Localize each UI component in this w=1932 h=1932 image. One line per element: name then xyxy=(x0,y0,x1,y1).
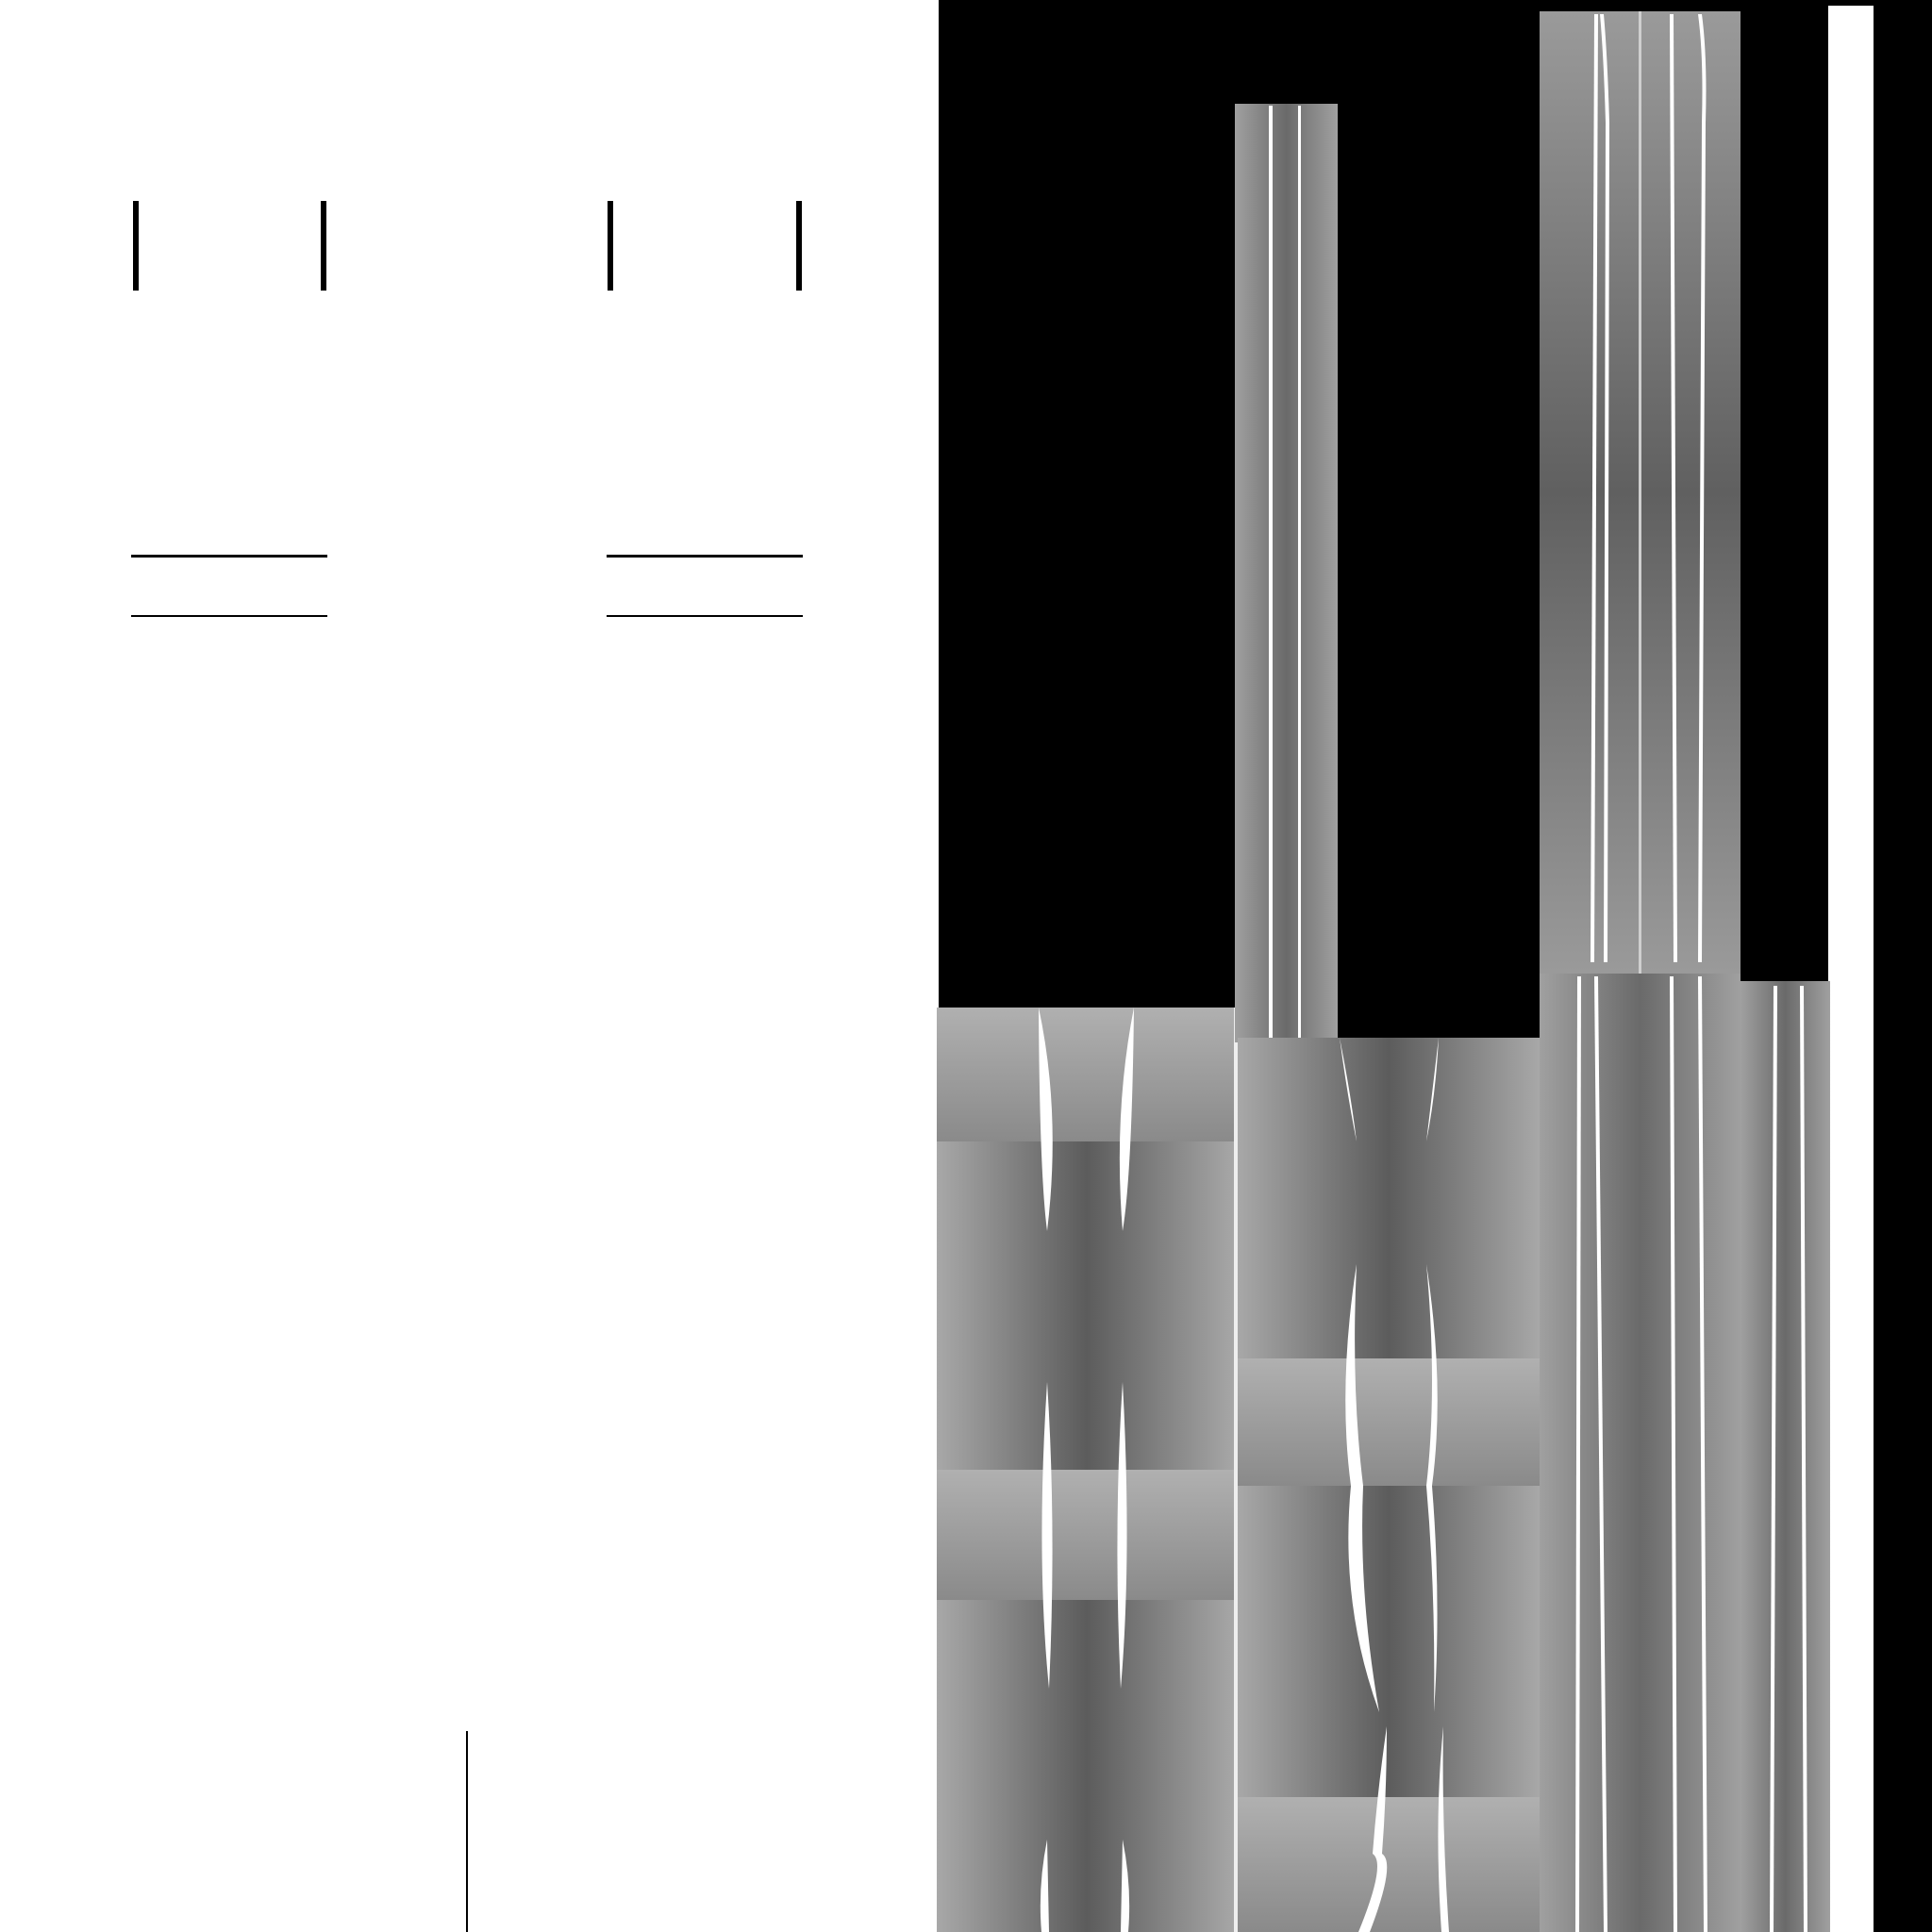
thin-highlight xyxy=(1770,986,1777,1932)
thin-highlight xyxy=(1670,14,1677,962)
highlight-curve xyxy=(1340,1038,1357,1141)
highlight-curve xyxy=(1119,1008,1134,1231)
highlight-curve xyxy=(1117,1382,1127,1689)
thin-strip xyxy=(1740,981,1830,1932)
rule-line xyxy=(607,555,803,558)
thin-highlight xyxy=(1591,14,1598,962)
highlight-curve xyxy=(1039,1008,1053,1231)
highlight-curve xyxy=(1345,1264,1379,1712)
white-edge-strip xyxy=(1828,6,1874,1932)
highlight-curve xyxy=(1121,1840,1130,1932)
divider-line xyxy=(1234,1008,1238,1932)
tick-mark xyxy=(133,201,139,291)
thin-highlight xyxy=(1269,106,1273,1040)
registration-marks xyxy=(131,201,803,1932)
thin-highlight xyxy=(1600,14,1609,962)
thin-divider xyxy=(1639,11,1641,1932)
thin-highlight xyxy=(1698,976,1707,1932)
vertical-guide xyxy=(466,1731,468,1932)
thin-highlight xyxy=(1698,14,1707,962)
thin-strip xyxy=(1235,104,1338,1042)
band xyxy=(937,1470,1237,1600)
tick-mark xyxy=(321,201,326,291)
highlight-curve xyxy=(1041,1382,1053,1689)
band xyxy=(937,1008,1237,1141)
highlight-curve xyxy=(1438,1726,1449,1932)
rule-line xyxy=(607,615,803,617)
tick-mark xyxy=(608,201,613,291)
highlight-curve xyxy=(1426,1264,1438,1712)
thin-highlight xyxy=(1298,106,1301,1040)
thin-highlight xyxy=(1575,976,1581,1932)
thin-highlight xyxy=(1594,976,1607,1932)
rule-line xyxy=(131,555,327,558)
tick-mark xyxy=(796,201,802,291)
band xyxy=(1238,1797,1540,1932)
thin-highlight xyxy=(1800,986,1807,1932)
rule-line xyxy=(131,615,327,617)
thin-strip xyxy=(1540,974,1740,1932)
band xyxy=(1238,1358,1540,1486)
thin-highlight xyxy=(1670,976,1677,1932)
highlight-curve xyxy=(1040,1840,1049,1932)
gradient-strips xyxy=(937,11,1830,1932)
highlight-curve xyxy=(1358,1726,1388,1932)
